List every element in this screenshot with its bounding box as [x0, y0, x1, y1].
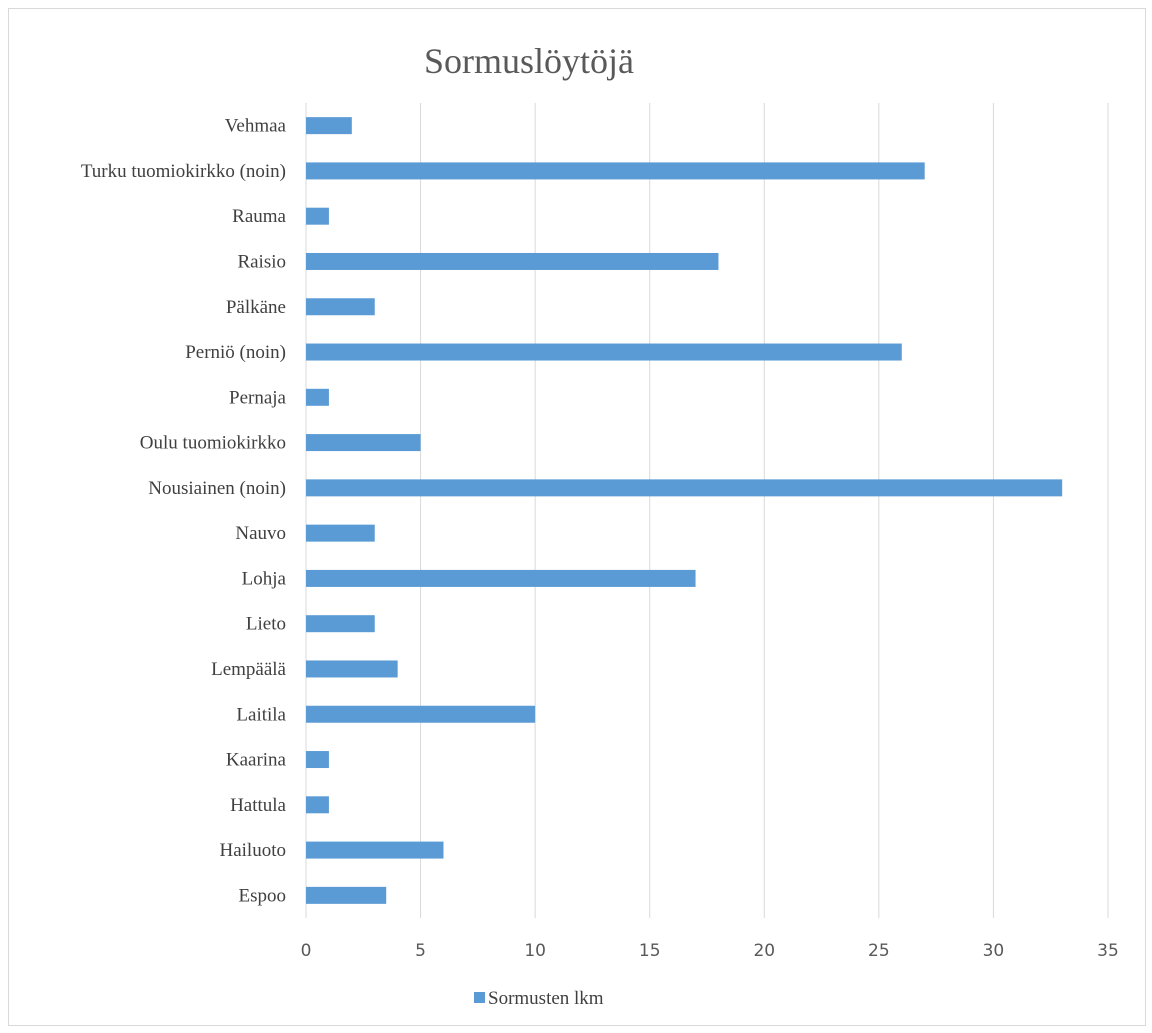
bar [306, 343, 902, 361]
x-tick-label: 5 [415, 941, 426, 961]
category-label: Rauma [232, 206, 286, 227]
category-label: Hattula [230, 795, 286, 816]
category-label: Vehmaa [225, 116, 287, 137]
bar [306, 886, 387, 904]
category-label: Nousiainen (noin) [148, 478, 286, 499]
legend-swatch [474, 992, 485, 1003]
category-label: Raisio [237, 251, 286, 272]
category-label: Hailuoto [220, 840, 287, 861]
category-label: Turku tuomiokirkko (noin) [81, 161, 286, 182]
category-label: Pälkäne [226, 297, 286, 318]
x-tick-label: 25 [868, 941, 890, 961]
bars [306, 117, 1063, 904]
bar [306, 705, 536, 723]
bar [306, 615, 375, 633]
bar [306, 434, 421, 452]
bar [306, 569, 696, 587]
bar [306, 117, 352, 135]
bar [306, 252, 719, 270]
x-tick-labels: 0 5 10 15 20 25 30 35 [301, 941, 1119, 961]
x-tick-label: 30 [983, 941, 1005, 961]
x-tick-label: 20 [753, 941, 775, 961]
category-label: Espoo [239, 885, 287, 906]
bar [306, 660, 398, 678]
bar [306, 207, 329, 225]
category-label: Nauvo [235, 523, 286, 544]
bar [306, 796, 329, 814]
bar [306, 479, 1063, 497]
gridlines [305, 103, 1109, 918]
x-tick-label: 0 [301, 941, 312, 961]
bar [306, 388, 329, 406]
bar [306, 841, 444, 859]
legend: Sormusten lkm [474, 988, 604, 1009]
x-tick-label: 10 [524, 941, 546, 961]
bar [306, 162, 925, 180]
chart-title: Sormuslöytöjä [424, 41, 634, 81]
x-tick-label: 15 [639, 941, 661, 961]
bar [306, 524, 375, 542]
category-label: Perniö (noin) [185, 342, 286, 363]
category-label: Pernaja [229, 387, 287, 408]
category-label: Oulu tuomiokirkko [140, 433, 286, 454]
category-label: Kaarina [226, 750, 287, 771]
category-labels: Vehmaa Turku tuomiokirkko (noin) Rauma Rais… [81, 116, 287, 907]
category-label: Lieto [246, 614, 286, 635]
bar [306, 751, 329, 769]
category-label: Laitila [236, 704, 286, 725]
category-label: Lohja [242, 568, 287, 589]
category-label: Lempäälä [211, 659, 286, 680]
x-tick-label: 35 [1097, 941, 1119, 961]
legend-label: Sormusten lkm [488, 988, 604, 1009]
bar [306, 298, 375, 316]
